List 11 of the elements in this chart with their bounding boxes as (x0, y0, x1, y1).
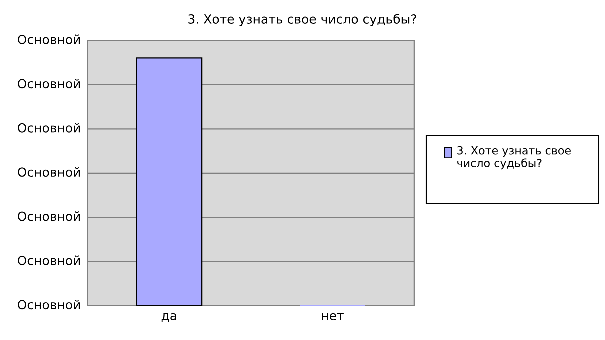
x-tick-label: да (162, 313, 176, 322)
text: Основной (18, 256, 80, 266)
x-tick-label: нет (322, 313, 344, 321)
chart-title: 3. Хоте узнать свое число судьбы? (188, 14, 416, 26)
text: Основной (18, 123, 80, 133)
text: Основной (18, 79, 80, 89)
legend-label: 3. Хоте узнать свое число судьбы? (458, 146, 571, 170)
text: Основной (18, 300, 80, 310)
text: Основной (18, 212, 80, 222)
text: Основной (18, 167, 80, 178)
text: Основной (18, 34, 80, 44)
